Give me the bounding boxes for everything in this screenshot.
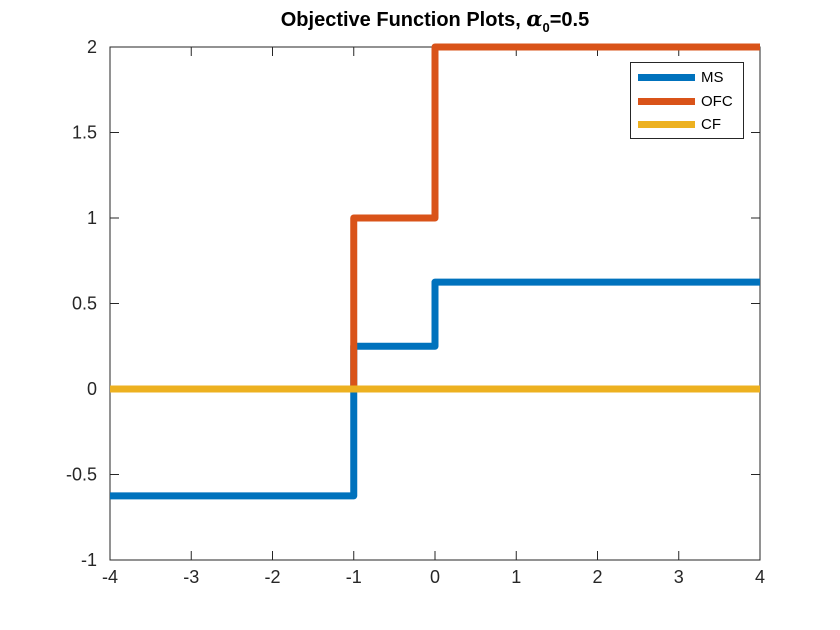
- x-tick-label: 3: [674, 567, 684, 587]
- legend-swatch-ms: [638, 74, 695, 82]
- legend-label-ofc: OFC: [701, 92, 733, 110]
- x-tick-label: -3: [183, 567, 199, 587]
- legend-item-ms[interactable]: MS: [631, 66, 743, 90]
- series-line-ms: [110, 278, 760, 500]
- x-tick-label: -1: [346, 567, 362, 587]
- legend-swatch-ofc: [638, 97, 695, 105]
- x-tick-label: 1: [511, 567, 521, 587]
- legend-item-ofc[interactable]: OFC: [631, 90, 743, 114]
- x-tick-label: 2: [592, 567, 602, 587]
- x-tick-label: 4: [755, 567, 765, 587]
- chart-title: Objective Function Plots, α0=0.5: [110, 6, 760, 35]
- x-tick-label: 0: [430, 567, 440, 587]
- legend-label-ms: MS: [701, 69, 724, 87]
- x-tick-label: -2: [264, 567, 280, 587]
- legend[interactable]: MS OFC CF: [630, 62, 744, 139]
- y-tick-label: 0: [87, 379, 97, 399]
- y-tick-label: 2: [87, 37, 97, 57]
- alpha-subscript: 0: [542, 20, 550, 35]
- legend-item-cf[interactable]: CF: [631, 113, 743, 137]
- chart-title-text: Objective Function Plots,: [280, 9, 527, 31]
- y-tick-label: 0.5: [72, 294, 97, 314]
- legend-swatch-cf: [638, 121, 695, 129]
- x-tick-label: -4: [102, 567, 118, 587]
- legend-label-cf: CF: [701, 116, 721, 134]
- y-tick-label: 1.5: [72, 123, 97, 143]
- chart-title-value: =0.5: [549, 9, 590, 31]
- y-tick-label: -0.5: [66, 465, 97, 485]
- alpha-icon: α: [526, 6, 543, 31]
- y-tick-label: -1: [81, 550, 97, 570]
- y-tick-label: 1: [87, 208, 97, 228]
